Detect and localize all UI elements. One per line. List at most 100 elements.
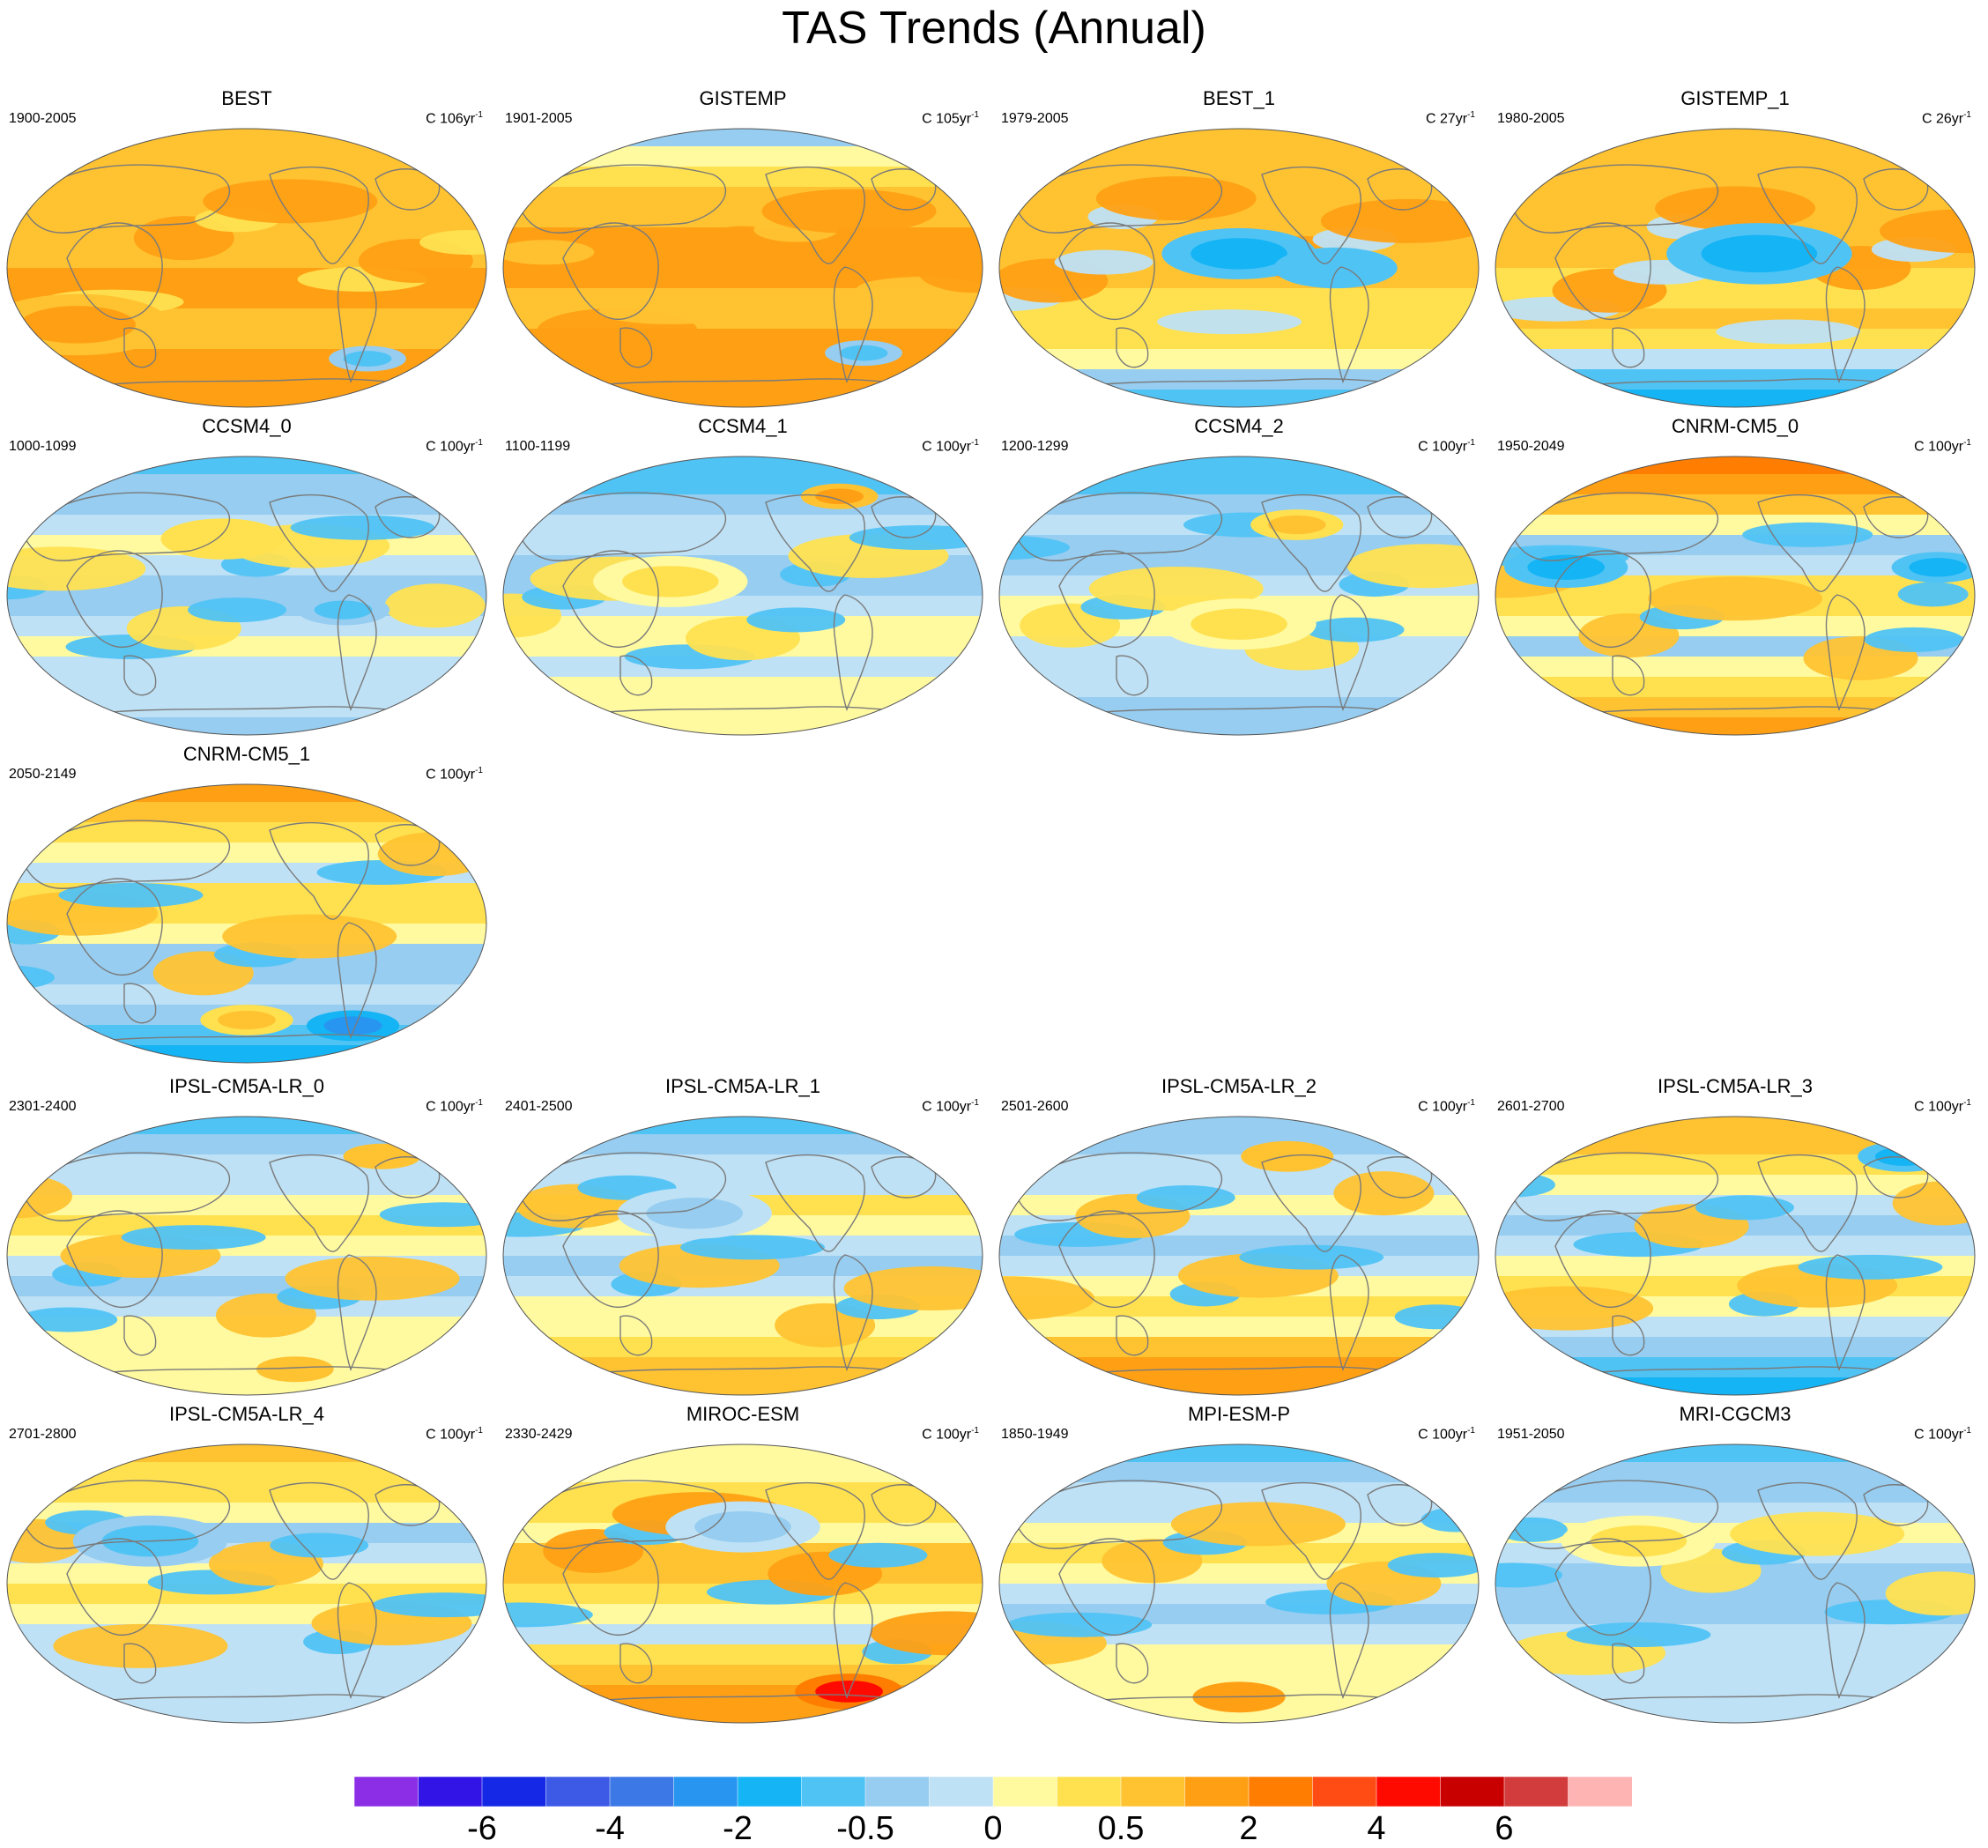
latitude-band [7, 657, 486, 678]
anomaly-patch [270, 1533, 369, 1558]
latitude-band [503, 129, 983, 147]
latitude-band [1495, 1503, 1975, 1524]
panel-title: CCSM4_2 [1194, 415, 1284, 437]
latitude-band [7, 1117, 486, 1135]
panel-units-base: C 100yr [922, 1099, 972, 1115]
panel-units-base: C 100yr [922, 439, 972, 455]
anomaly-patch [529, 194, 600, 219]
coastline [1058, 222, 1155, 320]
coastline [765, 494, 865, 592]
anomaly-patch [917, 249, 983, 293]
panel-units-exponent: -1 [1963, 1098, 1971, 1108]
coastline [1014, 492, 1223, 561]
panel-period: 1900-2005 [9, 111, 77, 126]
map-outline [1495, 1116, 1976, 1396]
anomaly-patch [419, 230, 486, 256]
map-panel: IPSL-CM5A-LR_3 2601-2700 C 100yr-1 [1488, 1072, 1982, 1396]
latitude-band [7, 1337, 486, 1358]
coastline [562, 1538, 659, 1636]
trend-map [998, 1116, 1480, 1396]
trend-field [7, 1117, 486, 1395]
anomaly-patch [1496, 1517, 1568, 1542]
coastline [518, 492, 727, 561]
latitude-band [7, 697, 486, 718]
latitude-band [503, 697, 983, 718]
anomaly-patch [290, 515, 435, 540]
panel-units: C 27yr-1 [1426, 107, 1475, 128]
latitude-band [1495, 129, 1975, 147]
coastline [1116, 1643, 1149, 1684]
panel-units-exponent: -1 [475, 1098, 483, 1108]
latitude-band [7, 456, 486, 475]
trend-map [6, 1444, 487, 1724]
panel-period: 1000-1099 [9, 439, 77, 454]
latitude-band [1495, 456, 1975, 475]
anomaly-patch [19, 1307, 118, 1332]
anomaly-patch [372, 1592, 486, 1618]
trend-map [998, 128, 1480, 408]
anomaly-blob-core [1874, 1147, 1933, 1166]
latitude-band [1495, 1134, 1975, 1155]
map-panel: BEST_1 1979-2005 C 27yr-1 [992, 84, 1486, 408]
coastline [871, 168, 937, 211]
trend-map [998, 456, 1480, 736]
anomaly-patch [1495, 1286, 1654, 1331]
coastline [375, 1156, 441, 1199]
anomaly-blob-core [1909, 558, 1968, 577]
trend-map [502, 1444, 983, 1724]
latitude-band [7, 474, 486, 495]
coastline [1510, 164, 1719, 234]
colorbar-tick-label: -4 [595, 1810, 625, 1847]
coastline [1554, 550, 1651, 648]
panel-units-base: C 100yr [1418, 1099, 1468, 1115]
trend-map [998, 1444, 1480, 1724]
colorbar-swatch [354, 1777, 419, 1807]
anomaly-patch [1387, 1553, 1479, 1578]
anomaly-patch [1239, 1244, 1384, 1270]
coastline [1863, 1156, 1929, 1199]
latitude-band [999, 657, 1479, 678]
map-panel: MIROC-ESM 2330-2429 C 100yr-1 [496, 1399, 990, 1724]
colorbar-swatch [1184, 1777, 1250, 1807]
anomaly-patch [1346, 544, 1479, 589]
map-outline [502, 128, 983, 408]
panel-units-exponent: -1 [971, 438, 979, 448]
latitude-band [503, 1117, 983, 1135]
coastline [22, 820, 231, 889]
anomaly-patch [1655, 186, 1815, 231]
latitude-band [1495, 146, 1975, 167]
panel-period: 1980-2005 [1497, 111, 1565, 126]
anomaly-blob-core [271, 1361, 320, 1377]
panel-units-base: C 100yr [1914, 1099, 1964, 1115]
coastline [1554, 1538, 1651, 1636]
anomaly-patch [1716, 319, 1861, 345]
coastline [337, 266, 377, 383]
latitude-band [999, 1444, 1479, 1463]
coastline [66, 222, 163, 320]
anomaly-blob-core [343, 351, 392, 367]
anomaly-patch [679, 1235, 825, 1260]
latitude-band [999, 369, 1479, 390]
panel-units-exponent: -1 [1467, 1098, 1475, 1108]
colorbar-swatch [1568, 1777, 1632, 1807]
anomaly-patch [285, 1256, 460, 1301]
latitude-band [503, 349, 983, 370]
panel-period: 1100-1199 [505, 439, 571, 454]
latitude-band [999, 474, 1479, 495]
latitude-band [7, 984, 486, 1006]
anomaly-patch [58, 882, 204, 908]
coastline [1757, 1154, 1858, 1252]
trend-field [1495, 1117, 1975, 1395]
panel-title: CNRM-CM5_1 [182, 743, 311, 765]
panel-units-exponent: -1 [1467, 110, 1475, 120]
latitude-band [1495, 1175, 1975, 1196]
map-outline [502, 456, 983, 736]
panel-units-base: C 100yr [1914, 439, 1964, 455]
latitude-band [503, 1462, 983, 1483]
coastline [123, 327, 157, 368]
latitude-band [503, 369, 983, 390]
coastline [1367, 1484, 1433, 1526]
panel-units-base: C 100yr [426, 1427, 476, 1443]
trend-field [7, 1444, 486, 1723]
trend-field [503, 456, 983, 735]
